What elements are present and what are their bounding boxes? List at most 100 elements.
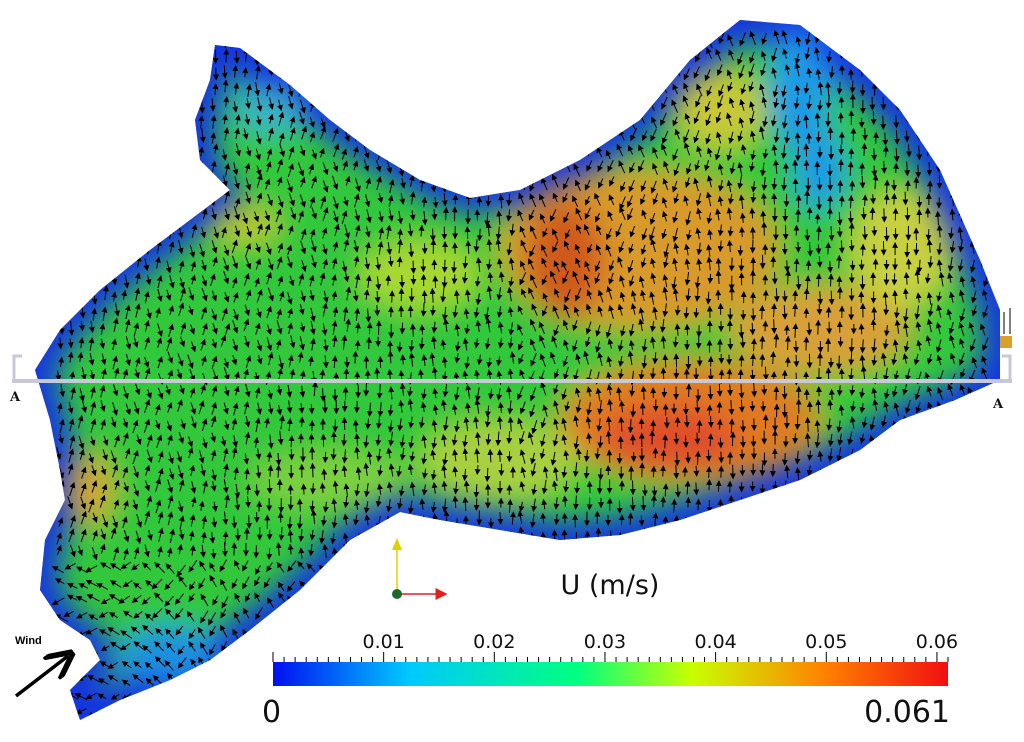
velocity-arrow (539, 641, 546, 652)
velocity-arrow (817, 291, 824, 305)
velocity-arrow (135, 50, 142, 65)
velocity-arrow (519, 50, 525, 64)
velocity-arrow (574, 50, 581, 62)
velocity-arrow (385, 582, 397, 589)
velocity-arrow (354, 127, 361, 142)
velocity-arrow (966, 578, 979, 588)
velocity-arrow (53, 710, 67, 719)
velocity-arrow (718, 451, 725, 464)
velocity-arrow (531, 703, 539, 715)
velocity-arrow (925, 83, 932, 98)
velocity-arrow (586, 36, 593, 49)
velocity-arrow (201, 208, 208, 220)
velocity-arrow (650, 80, 657, 92)
velocity-arrow (692, 611, 703, 617)
velocity-arrow (946, 546, 954, 560)
velocity-arrow (88, 80, 95, 93)
velocity-arrow (132, 419, 139, 434)
velocity-arrow (937, 464, 943, 474)
velocity-arrow (175, 625, 184, 636)
velocity-arrow (349, 625, 361, 634)
velocity-arrow (871, 481, 877, 494)
velocity-arrow (958, 710, 968, 718)
velocity-arrow (453, 127, 460, 139)
velocity-arrow (340, 579, 351, 587)
velocity-arrow (213, 226, 220, 239)
velocity-arrow (618, 63, 624, 74)
velocity-arrow (968, 631, 980, 639)
velocity-arrow (637, 628, 648, 637)
velocity-arrow (437, 612, 449, 621)
velocity-arrow (122, 466, 129, 478)
velocity-arrow (937, 433, 945, 448)
velocity-arrow (746, 594, 758, 603)
velocity-arrow (156, 275, 163, 289)
velocity-arrow (474, 610, 482, 619)
velocity-arrow (806, 322, 813, 336)
velocity-arrow (112, 48, 119, 63)
velocity-arrow (816, 303, 823, 316)
velocity-arrow (542, 68, 548, 80)
velocity-arrow (409, 131, 416, 143)
velocity-arrow (781, 626, 789, 634)
velocity-arrow (784, 513, 790, 528)
velocity-arrow (781, 453, 788, 466)
velocity-arrow (376, 98, 383, 113)
velocity-arrow (354, 52, 361, 65)
velocity-arrow (187, 354, 194, 369)
velocity-arrow (904, 543, 911, 554)
velocity-arrow (703, 706, 714, 713)
velocity-arrow (99, 384, 106, 398)
velocity-arrow (155, 499, 162, 514)
velocity-arrow (870, 641, 878, 655)
velocity-arrow (107, 674, 119, 682)
velocity-arrow (56, 544, 62, 556)
velocity-arrow (670, 644, 684, 653)
velocity-arrow (70, 515, 76, 528)
velocity-arrow (330, 641, 340, 649)
velocity-arrow (58, 223, 65, 236)
velocity-arrow (861, 32, 868, 48)
velocity-arrow (388, 84, 394, 95)
velocity-arrow (157, 356, 163, 369)
velocity-arrow (871, 306, 878, 321)
velocity-arrow (201, 306, 207, 320)
velocity-arrow (418, 113, 425, 125)
velocity-arrow (112, 383, 119, 397)
velocity-arrow (199, 243, 206, 258)
velocity-arrow (133, 322, 140, 337)
velocity-arrow (454, 115, 461, 128)
velocity-arrow (344, 49, 351, 63)
velocity-arrow (79, 131, 86, 147)
velocity-arrow (954, 563, 966, 572)
velocity-arrow (64, 657, 78, 665)
velocity-arrow (143, 50, 150, 62)
velocity-arrow (110, 693, 120, 700)
velocity-arrow (970, 67, 977, 83)
velocity-arrow (231, 643, 239, 658)
velocity-arrow (54, 578, 65, 584)
velocity-arrow (186, 704, 194, 715)
velocity-arrow (329, 629, 339, 637)
velocity-arrow (123, 31, 130, 47)
velocity-arrow (344, 115, 352, 130)
velocity-arrow (212, 83, 219, 95)
velocity-arrow (188, 287, 195, 301)
velocity-arrow (443, 160, 450, 172)
velocity-arrow (629, 496, 636, 512)
velocity-arrow (99, 127, 106, 141)
colorbar-min-label: 0 (262, 695, 281, 730)
velocity-arrow (858, 576, 866, 591)
velocity-arrow (837, 463, 844, 477)
velocity-arrow (472, 706, 483, 717)
velocity-arrow (101, 179, 108, 194)
velocity-arrow (733, 562, 746, 571)
velocity-arrow (133, 547, 140, 560)
velocity-arrow (440, 525, 447, 541)
velocity-arrow (332, 65, 339, 78)
velocity-arrow (970, 36, 977, 48)
velocity-arrow (509, 47, 516, 60)
velocity-arrow (509, 592, 516, 603)
velocity-arrow (575, 148, 581, 159)
velocity-arrow (187, 179, 194, 190)
